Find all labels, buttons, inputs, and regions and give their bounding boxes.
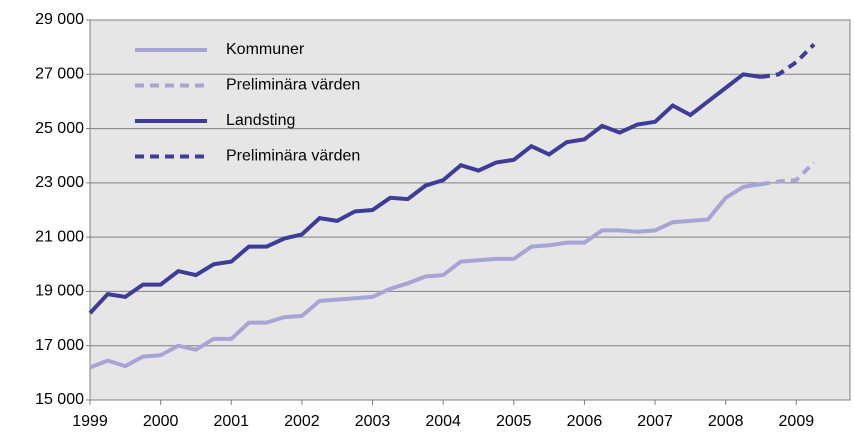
y-tick-label: 29 000 bbox=[35, 11, 84, 28]
x-tick-label: 2003 bbox=[355, 413, 391, 430]
x-tick-label: 2002 bbox=[284, 413, 320, 430]
y-tick-label: 27 000 bbox=[35, 66, 84, 83]
legend-label: Kommuner bbox=[226, 41, 305, 58]
x-tick-label: 2004 bbox=[425, 413, 461, 430]
plot-area bbox=[89, 19, 851, 401]
legend-label: Landsting bbox=[226, 112, 295, 129]
y-tick-label: 19 000 bbox=[35, 283, 84, 300]
x-tick-label: 2008 bbox=[708, 413, 744, 430]
y-tick-label: 25 000 bbox=[35, 120, 84, 137]
y-tick-label: 15 000 bbox=[35, 391, 84, 408]
series-line bbox=[88, 72, 762, 315]
x-tick-label: 2000 bbox=[143, 413, 179, 430]
legend-label: Preliminära värden bbox=[226, 148, 360, 165]
y-tick-label: 17 000 bbox=[35, 337, 84, 354]
series-line bbox=[760, 42, 816, 79]
y-tick-label: 23 000 bbox=[35, 174, 84, 191]
y-tick-label: 21 000 bbox=[35, 228, 84, 245]
x-tick-label: 2005 bbox=[496, 413, 532, 430]
x-tick-label: 1999 bbox=[72, 413, 108, 430]
x-tick-label: 2009 bbox=[779, 413, 815, 430]
legend-label: Preliminära värden bbox=[226, 77, 360, 94]
x-tick-label: 2007 bbox=[637, 413, 673, 430]
series-line bbox=[89, 182, 762, 370]
series-line bbox=[760, 161, 816, 187]
x-tick-label: 2001 bbox=[213, 413, 249, 430]
x-tick-label: 2006 bbox=[567, 413, 603, 430]
